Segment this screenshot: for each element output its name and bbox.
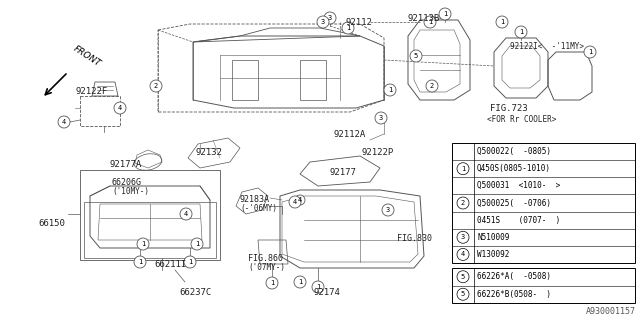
Text: 0451S    (0707-  ): 0451S (0707- ) <box>477 216 560 225</box>
Circle shape <box>317 16 329 28</box>
Text: 92122P: 92122P <box>362 148 394 157</box>
Text: 3: 3 <box>328 15 332 21</box>
Circle shape <box>312 281 324 293</box>
Text: 92113B: 92113B <box>408 14 440 23</box>
Text: <FOR Rr COOLER>: <FOR Rr COOLER> <box>487 115 556 124</box>
Text: 2: 2 <box>461 200 465 206</box>
Circle shape <box>515 26 527 38</box>
Text: (-'06MY): (-'06MY) <box>240 204 277 213</box>
Circle shape <box>382 204 394 216</box>
Text: 1: 1 <box>500 19 504 25</box>
Text: 1: 1 <box>388 87 392 93</box>
Text: A930001157: A930001157 <box>586 307 636 316</box>
Text: 5: 5 <box>414 53 418 59</box>
Text: 1: 1 <box>588 49 592 55</box>
Circle shape <box>439 8 451 20</box>
Text: 2: 2 <box>430 83 434 89</box>
Text: 1: 1 <box>138 259 142 265</box>
Text: 92122F: 92122F <box>75 87 108 96</box>
Text: 1: 1 <box>461 166 465 172</box>
Text: 4: 4 <box>293 199 297 205</box>
Bar <box>452 268 635 303</box>
Circle shape <box>375 112 387 124</box>
Text: 3: 3 <box>321 19 325 25</box>
Text: 2: 2 <box>154 83 158 89</box>
Circle shape <box>496 16 508 28</box>
Text: ('10MY-): ('10MY-) <box>112 187 149 196</box>
Text: 66206G: 66206G <box>112 178 142 187</box>
Text: FIG.830: FIG.830 <box>397 234 432 243</box>
Circle shape <box>134 256 146 268</box>
Text: 92177A: 92177A <box>110 160 142 169</box>
Text: 92174: 92174 <box>313 288 340 297</box>
Circle shape <box>584 46 596 58</box>
Text: 5: 5 <box>461 291 465 297</box>
Circle shape <box>342 22 354 34</box>
Circle shape <box>426 80 438 92</box>
Circle shape <box>384 84 396 96</box>
Circle shape <box>294 276 306 288</box>
Text: 3: 3 <box>379 115 383 121</box>
Text: 92122I<  -'11MY>: 92122I< -'11MY> <box>510 42 584 51</box>
Circle shape <box>180 208 192 220</box>
Text: N510009: N510009 <box>477 233 509 242</box>
Text: FIG.723: FIG.723 <box>490 104 527 113</box>
Text: 5: 5 <box>461 274 465 280</box>
Text: 1: 1 <box>298 279 302 285</box>
Text: 66237C: 66237C <box>179 288 211 297</box>
Text: FIG.860: FIG.860 <box>248 254 283 263</box>
Text: 92112: 92112 <box>345 18 372 27</box>
Circle shape <box>150 80 162 92</box>
Circle shape <box>457 288 469 300</box>
Text: Q500022(  -0805): Q500022( -0805) <box>477 147 551 156</box>
Text: 1: 1 <box>188 259 192 265</box>
Circle shape <box>424 16 436 28</box>
Circle shape <box>457 197 469 209</box>
Text: 66226*A(  -0508): 66226*A( -0508) <box>477 272 551 281</box>
Text: 1: 1 <box>443 11 447 17</box>
Text: Q450S(0805-1010): Q450S(0805-1010) <box>477 164 551 173</box>
Circle shape <box>457 163 469 175</box>
Circle shape <box>295 195 305 205</box>
Text: 92112A: 92112A <box>333 130 365 139</box>
Text: 1: 1 <box>270 280 274 286</box>
Text: 1: 1 <box>346 25 350 31</box>
Text: 4: 4 <box>118 105 122 111</box>
Text: ('07MY-): ('07MY-) <box>248 263 285 272</box>
Circle shape <box>191 238 203 250</box>
Text: 1: 1 <box>141 241 145 247</box>
Circle shape <box>457 271 469 283</box>
Text: 66150: 66150 <box>38 219 65 228</box>
Circle shape <box>457 231 469 243</box>
Text: 1: 1 <box>519 29 523 35</box>
Text: W130092: W130092 <box>477 250 509 259</box>
Text: 4: 4 <box>184 211 188 217</box>
Text: 92132: 92132 <box>195 148 222 157</box>
Text: FRONT: FRONT <box>72 44 102 68</box>
Text: 3: 3 <box>386 207 390 213</box>
Text: 3: 3 <box>461 234 465 240</box>
Circle shape <box>58 116 70 128</box>
Circle shape <box>266 277 278 289</box>
Circle shape <box>457 248 469 260</box>
Text: 1: 1 <box>428 19 432 25</box>
Text: 4: 4 <box>461 252 465 257</box>
Text: Q500031  <1010-  >: Q500031 <1010- > <box>477 181 560 190</box>
Text: Q500025(  -0706): Q500025( -0706) <box>477 198 551 207</box>
Circle shape <box>324 12 336 24</box>
Text: 1: 1 <box>195 241 199 247</box>
Text: 92183A: 92183A <box>240 195 270 204</box>
Text: 4: 4 <box>62 119 66 125</box>
Text: 92177: 92177 <box>330 168 357 177</box>
Text: 66211I: 66211I <box>154 260 186 269</box>
Circle shape <box>184 256 196 268</box>
Bar <box>452 143 635 263</box>
Circle shape <box>410 50 422 62</box>
Text: 66226*B(0508-  ): 66226*B(0508- ) <box>477 290 551 299</box>
Text: 1: 1 <box>316 284 320 290</box>
Text: 4: 4 <box>298 197 302 203</box>
Circle shape <box>137 238 149 250</box>
Circle shape <box>289 196 301 208</box>
Circle shape <box>114 102 126 114</box>
